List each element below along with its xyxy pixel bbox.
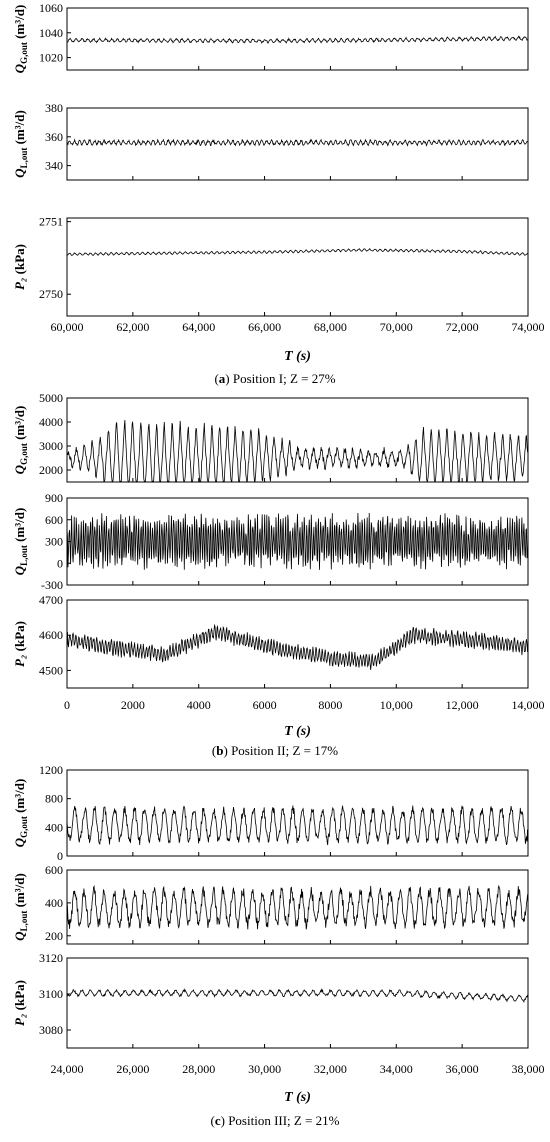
y-tick-label: -300 — [41, 578, 63, 592]
x-tick-label: 28,000 — [182, 1062, 215, 1076]
y-tick-label: 340 — [45, 159, 63, 173]
plot-frame — [66, 397, 529, 483]
y-tick-label: 1020 — [39, 51, 63, 65]
chart-panel-a: 1020 1040 1060 QG,out (m³/d) 340 360 380 QL,out… — [12, 1, 545, 386]
y-tick-label: 600 — [45, 863, 63, 877]
y-tick-label: 600 — [45, 513, 63, 527]
series-line-b-1 — [66, 420, 529, 483]
y-axis-label: P₂ (kPa) — [12, 621, 27, 667]
subplot-a-1: 1020 1040 1060 QG,out (m³/d) — [12, 1, 529, 74]
y-axis-label: P₂ (kPa) — [12, 244, 27, 290]
y-tick-label: 0 — [57, 556, 63, 570]
y-tick-label: 400 — [45, 820, 63, 834]
x-tick-label: 34,000 — [380, 1062, 413, 1076]
y-axis-label: QG,out (m³/d) — [12, 406, 29, 475]
subplot-b-2: -300 0 300 600 900 QL,out (m³/d) — [12, 491, 529, 592]
subplot-c-1: 0 400 800 1200 QG,out (m³/d) — [12, 763, 529, 863]
x-tick-label: 10,000 — [380, 698, 413, 712]
series-line-c-1 — [66, 805, 529, 846]
x-tick-label: 68,000 — [314, 320, 347, 334]
x-tick-label: 32,000 — [314, 1062, 347, 1076]
x-axis-label: T (s) — [284, 349, 311, 364]
subplot-a-3: 2750 2751 P₂ (kPa) — [12, 215, 529, 317]
plot-frame — [66, 497, 529, 586]
chart-panel-c: 0 400 800 1200 QG,out (m³/d) 200 400 600 QL,out … — [12, 763, 545, 1128]
subplot-a-2: 340 360 380 QL,out (m³/d) — [12, 101, 529, 181]
plot-frame — [66, 7, 529, 71]
y-tick-label: 0 — [57, 849, 63, 863]
y-axis-label: QL,out (m³/d) — [12, 110, 29, 178]
x-tick-label: 8000 — [318, 698, 342, 712]
x-tick-label: 24,000 — [51, 1062, 84, 1076]
series-line-c-3 — [66, 988, 529, 1003]
x-tick-label: 14,000 — [512, 698, 545, 712]
x-axis-label: T (s) — [284, 1090, 311, 1105]
y-tick-label: 2751 — [39, 215, 63, 229]
y-axis-label: QG,out (m³/d) — [12, 779, 29, 848]
plot-frame — [66, 869, 529, 945]
chart-panel-b: 2000 3000 4000 5000 QG,out (m³/d) -300 0 300 600… — [12, 391, 545, 758]
series-line-a-3 — [66, 247, 529, 256]
subplot-c-3: 3080 3100 3120 P₂ (kPa) — [12, 951, 529, 1049]
x-tick-label: 66,000 — [248, 320, 281, 334]
y-tick-label: 3120 — [39, 951, 63, 965]
y-axis-label: P₂ (kPa) — [12, 980, 27, 1026]
x-tick-label: 72,000 — [446, 320, 479, 334]
y-tick-label: 1040 — [39, 26, 63, 40]
y-tick-label: 4700 — [39, 593, 63, 607]
panel-caption: (a) Position I; Z = 27% — [214, 371, 335, 386]
y-tick-label: 2750 — [39, 287, 63, 301]
y-tick-label: 1200 — [39, 763, 63, 777]
x-tick-label: 2000 — [121, 698, 145, 712]
series-line-b-3 — [66, 623, 529, 670]
x-tick-label: 38,000 — [512, 1062, 545, 1076]
y-tick-label: 2000 — [39, 463, 63, 477]
y-tick-label: 3000 — [39, 439, 63, 453]
y-tick-label: 1060 — [39, 1, 63, 15]
x-tick-label: 74,000 — [512, 320, 545, 334]
subplot-b-1: 2000 3000 4000 5000 QG,out (m³/d) — [12, 391, 529, 483]
x-tick-label: 70,000 — [380, 320, 413, 334]
subplot-b-3: 4500 4600 4700 P₂ (kPa) — [12, 593, 529, 689]
x-tick-label: 0 — [64, 698, 70, 712]
y-tick-label: 3080 — [39, 1023, 63, 1037]
series-line-a-1 — [66, 35, 529, 44]
series-line-b-2 — [66, 512, 529, 570]
x-tick-label: 60,000 — [51, 320, 84, 334]
plot-frame — [66, 957, 529, 1049]
y-tick-label: 300 — [45, 535, 63, 549]
series-line-c-2 — [66, 884, 529, 930]
y-tick-label: 360 — [45, 130, 63, 144]
y-axis-label: QG,out (m³/d) — [12, 5, 29, 74]
subplot-c-2: 200 400 600 QL,out (m³/d) — [12, 863, 529, 945]
y-tick-label: 3100 — [39, 987, 63, 1001]
series-line-a-2 — [66, 138, 529, 147]
y-axis-label: QL,out (m³/d) — [12, 508, 29, 576]
x-tick-label: 64,000 — [182, 320, 215, 334]
y-tick-label: 380 — [45, 101, 63, 115]
y-tick-label: 900 — [45, 491, 63, 505]
x-tick-label: 12,000 — [446, 698, 479, 712]
x-tick-label: 6000 — [253, 698, 277, 712]
x-axis-label: T (s) — [284, 724, 311, 739]
panel-caption: (c) Position III; Z = 21% — [210, 1113, 339, 1128]
plot-frame — [66, 769, 529, 857]
x-tick-label: 26,000 — [116, 1062, 149, 1076]
y-tick-label: 4000 — [39, 415, 63, 429]
y-tick-label: 800 — [45, 792, 63, 806]
plot-frame — [66, 217, 529, 317]
y-tick-label: 5000 — [39, 391, 63, 405]
x-tick-label: 4000 — [187, 698, 211, 712]
y-tick-label: 400 — [45, 896, 63, 910]
y-axis-label: QL,out (m³/d) — [12, 873, 29, 941]
x-tick-label: 30,000 — [248, 1062, 281, 1076]
y-tick-label: 200 — [45, 929, 63, 943]
plot-frame — [66, 599, 529, 689]
x-tick-label: 62,000 — [116, 320, 149, 334]
y-tick-label: 4500 — [39, 663, 63, 677]
x-tick-label: 36,000 — [446, 1062, 479, 1076]
y-tick-label: 4600 — [39, 628, 63, 642]
panel-caption: (b) Position II; Z = 17% — [212, 743, 338, 758]
